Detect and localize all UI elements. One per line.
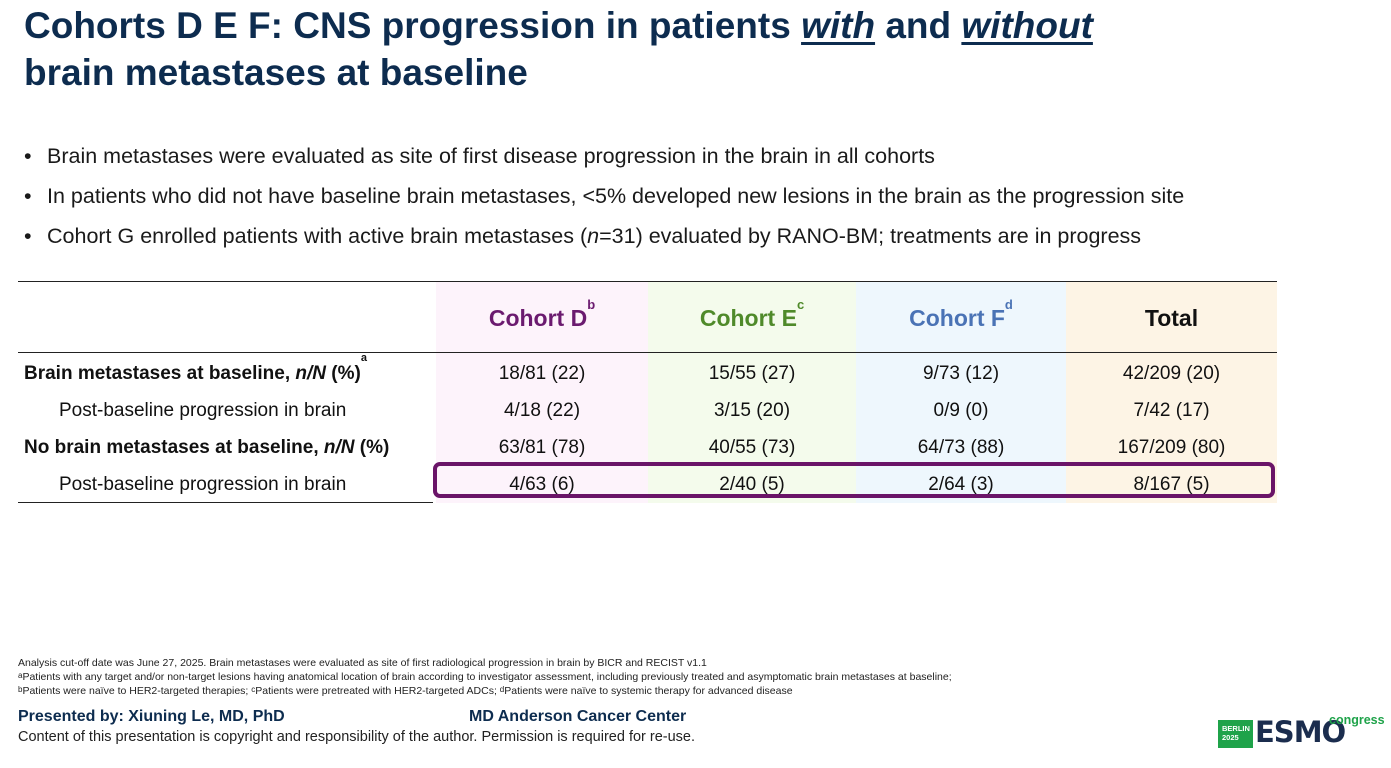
cell-total: 7/42 (17) <box>1133 400 1210 421</box>
col-bg-cohort-f <box>856 282 1066 503</box>
bullet-item: • Cohort G enrolled patients with active … <box>24 216 1364 256</box>
berlin-badge: BERLIN 2025 <box>1218 720 1253 748</box>
table-header-rule <box>18 352 1277 353</box>
title-part1: Cohorts D E F: CNS progression in patien… <box>24 5 802 46</box>
cell-cohort-e: 2/40 (5) <box>719 474 785 495</box>
row-label: Post-baseline progression in brain <box>59 400 347 421</box>
table-row: Post-baseline progression in brain 4/18 … <box>18 392 1277 429</box>
cell-total: 167/209 (80) <box>1117 437 1226 458</box>
header-cohort-e: Cohort Ec <box>699 297 805 331</box>
row-label: Post-baseline progression in brain <box>59 474 347 495</box>
header-cohort-d: Cohort Db <box>488 297 596 331</box>
table-top-rule <box>18 281 1277 282</box>
bullet-dot: • <box>24 224 32 248</box>
col-bg-cohort-d <box>436 282 648 503</box>
cell-cohort-d: 18/81 (22) <box>498 363 586 384</box>
bullet-list: • Brain metastases were evaluated as site… <box>24 136 1364 256</box>
bullet-dot: • <box>24 144 32 168</box>
cell-total: 8/167 (5) <box>1133 474 1210 495</box>
esmo-wordmark: ESMO <box>1255 715 1346 749</box>
title-with: with <box>801 5 876 46</box>
table-row: No brain metastases at baseline, n/N (%)… <box>18 429 1277 466</box>
cell-cohort-f: 2/64 (3) <box>928 474 994 495</box>
cell-cohort-e: 40/55 (73) <box>708 437 796 458</box>
header-total: Total <box>1144 305 1199 331</box>
title-line2: brain metastases at baseline <box>24 52 528 93</box>
header-cohort-f: Cohort Fd <box>909 297 1013 331</box>
col-bg-cohort-e <box>648 282 856 503</box>
cell-cohort-d: 4/18 (22) <box>503 400 581 421</box>
congress-text: congress <box>1329 713 1385 727</box>
institution: MD Anderson Cancer Center <box>469 708 687 725</box>
bullet-item: • Brain metastases were evaluated as site… <box>24 136 1364 176</box>
bullet-item: • In patients who did not have baseline b… <box>24 176 1364 216</box>
cell-cohort-e: 15/55 (27) <box>708 363 796 384</box>
cell-cohort-f: 0/9 (0) <box>933 400 989 421</box>
title-without: without <box>961 5 1093 46</box>
cell-cohort-e: 3/15 (20) <box>713 400 791 421</box>
footnote-line: bPatients were naïve to HER2-targeted th… <box>18 685 793 697</box>
highlight-box <box>433 462 1275 498</box>
bullet-text-post: =31) evaluated by RANO-BM; treatments ar… <box>599 224 1142 248</box>
presenter: Presented by: Xiuning Le, MD, PhD <box>18 708 285 725</box>
table-row: Brain metastases at baseline, n/N (%)a 1… <box>18 352 1277 392</box>
footnote-line: Analysis cut-off date was June 27, 2025.… <box>18 657 707 669</box>
cell-cohort-d: 4/63 (6) <box>509 474 575 495</box>
bullet-text-pre: Cohort G enrolled patients with active b… <box>47 224 588 248</box>
cell-cohort-f: 64/73 (88) <box>917 437 1005 458</box>
results-table: Cohort Db Cohort Ec Cohort Fd Total Brai… <box>18 281 1277 504</box>
esmo-congress-logo: BERLIN 2025 ESMO congress <box>1218 713 1385 750</box>
table-row: Post-baseline progression in brain 4/63 … <box>18 466 1277 503</box>
cell-total: 42/209 (20) <box>1122 363 1221 384</box>
bullet-text: Brain metastases were evaluated as site … <box>47 144 935 168</box>
title-and: and <box>875 5 962 46</box>
col-bg-total <box>1066 282 1277 503</box>
row-label: No brain metastases at baseline, n/N (%) <box>24 437 390 458</box>
copyright-notice: Content of this presentation is copyrigh… <box>18 729 696 745</box>
footnote-line: aPatients with any target and/or non-tar… <box>18 671 952 683</box>
table-bottom-rule <box>18 502 433 503</box>
bullet-text-italic: n <box>587 224 600 248</box>
footnotes: Analysis cut-off date was June 27, 2025.… <box>18 656 1378 698</box>
row-label: Brain metastases at baseline, n/N (%)a <box>24 352 367 385</box>
cell-cohort-d: 63/81 (78) <box>498 437 586 458</box>
bullet-text: In patients who did not have baseline br… <box>47 184 1185 208</box>
cell-cohort-f: 9/73 (12) <box>922 363 1000 384</box>
slide-title: Cohorts D E F: CNS progression in patien… <box>24 2 1324 96</box>
bullet-dot: • <box>24 184 32 208</box>
